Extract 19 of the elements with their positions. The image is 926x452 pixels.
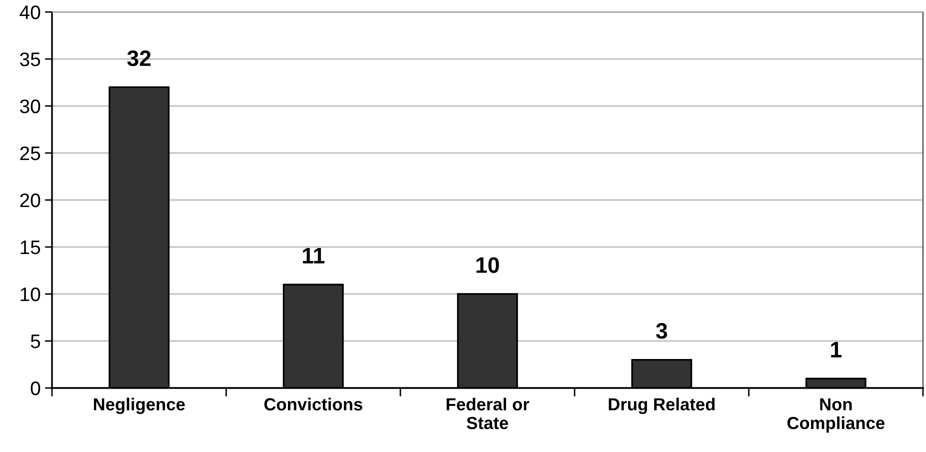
data-label: 10 [476,257,499,273]
data-label: 3 [656,323,668,339]
y-tick-label: 40 [20,5,40,20]
y-tick-label: 10 [20,287,40,302]
y-tick-label: 15 [20,240,40,254]
x-tick-label: Non Compliance [787,398,885,433]
y-tick-label: 20 [20,193,40,208]
y-tick-label: 0 [30,381,40,396]
x-tick-label: Convictions [264,398,362,410]
x-tick-label: Federal or State [446,398,530,430]
y-tick-label: 35 [20,52,40,66]
data-label: 11 [302,248,324,264]
data-label: 1 [831,342,842,358]
y-tick-label: 30 [20,99,40,114]
x-tick-label: Drug Related [608,398,715,414]
x-tick-label: Negligence [94,398,185,414]
data-label: 32 [127,50,151,66]
y-tick-label: 5 [30,334,40,348]
y-tick-label: 25 [20,146,40,160]
